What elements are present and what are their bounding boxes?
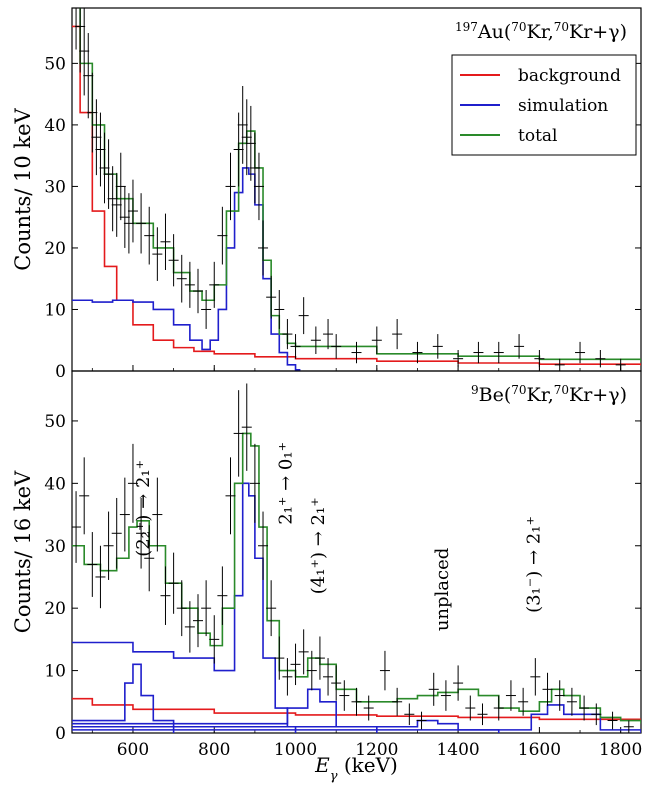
y-tick-label: 50: [44, 412, 66, 432]
legend-label: simulation: [518, 96, 608, 116]
x-axis-label-unit: (keV): [338, 753, 398, 777]
x-axis-label-subscript: γ: [330, 769, 338, 784]
transition-annotation: (3₁⁻) → 2₁⁺: [523, 516, 544, 613]
transition-annotation: (4₁⁺) → 2₁⁺: [308, 497, 329, 594]
x-tick-label: 1400: [436, 740, 479, 760]
legend-label: background: [518, 66, 621, 86]
y-tick-label: 10: [44, 662, 66, 682]
plot-area: [72, 8, 641, 371]
y-tick-label: 30: [44, 177, 66, 197]
y-tick-label: 10: [44, 300, 66, 320]
x-axis-label-symbol: E: [314, 753, 330, 777]
legend-label: total: [518, 126, 557, 146]
title-beam: Kr,: [527, 384, 554, 406]
y-axis-label: Counts/ 16 keV: [11, 470, 35, 633]
series-line-simulation-4: [72, 719, 500, 733]
x-tick-label: 1800: [599, 740, 642, 760]
series-line-simulation-5: [72, 704, 641, 733]
x-tick-label: 600: [117, 740, 149, 760]
y-tick-label: 20: [44, 239, 66, 259]
y-tick-label: 0: [55, 362, 66, 382]
panel-title: 9Be(70Kr,70Kr+γ): [471, 383, 627, 406]
title-target: Be(: [479, 384, 512, 406]
transition-annotation: unplaced: [432, 548, 453, 631]
series-line-simulation-2: [72, 663, 175, 733]
y-tick-label: 30: [44, 537, 66, 557]
plot-area: [72, 383, 641, 733]
series-line-total: [72, 432, 641, 724]
x-tick-label: 1200: [355, 740, 398, 760]
x-tick-label: 800: [198, 740, 230, 760]
y-tick-label: 20: [44, 599, 66, 619]
title-mass-number: 70: [554, 383, 569, 397]
series-line-background: [72, 697, 641, 721]
plot-frame: [71, 370, 642, 734]
y-axis-label: Counts/ 10 keV: [11, 107, 35, 270]
x-axis-label: Eγ (keV): [314, 753, 398, 784]
transition-annotation: (2₂⁺) → 2₁⁺: [133, 460, 154, 557]
y-tick-label: 50: [44, 54, 66, 74]
title-mass-number: 70: [511, 383, 526, 397]
title-ejectile: Kr+γ): [569, 21, 627, 43]
title-beam: Kr,: [527, 21, 554, 43]
x-tick-label: 1600: [518, 740, 561, 760]
title-mass-number: 9: [471, 383, 479, 397]
x-tick-label: 1000: [274, 740, 317, 760]
title-mass-number: 70: [511, 20, 526, 34]
y-tick-label: 0: [55, 724, 66, 744]
panel-title: 197Au(70Kr,70Kr+γ): [455, 20, 627, 43]
title-mass-number: 197: [455, 20, 478, 34]
series-line-simulation: [72, 167, 301, 371]
title-target: Au(: [477, 21, 511, 43]
y-tick-label: 40: [44, 474, 66, 494]
series-line-simulation-1: [72, 482, 297, 733]
bottom-panel: 0 10 20 30 40 50 600 800 1000 1200 1400 1600 1800 Cou…: [11, 370, 642, 784]
title-ejectile: Kr+γ): [569, 384, 627, 406]
transition-annotation: 2₁⁺ → 0₁⁺: [275, 442, 296, 525]
title-mass-number: 70: [554, 20, 569, 34]
y-tick-label: 40: [44, 116, 66, 136]
